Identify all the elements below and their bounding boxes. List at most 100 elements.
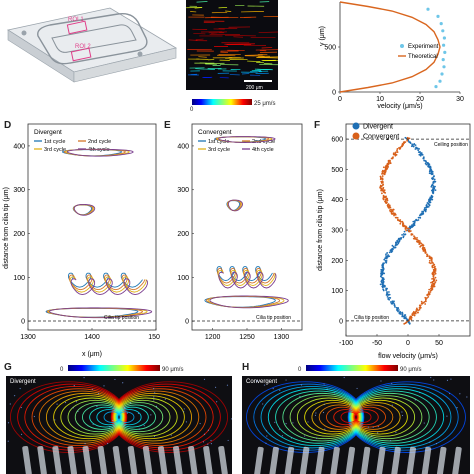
flow-g-streamline bbox=[111, 383, 221, 451]
f-divergent-point bbox=[393, 303, 396, 305]
f-convergent-point bbox=[431, 278, 433, 280]
flow-h-particle bbox=[380, 380, 382, 382]
flow-g-streamline bbox=[17, 383, 127, 451]
f-divergent-point bbox=[381, 281, 384, 284]
flow-g-cilium bbox=[188, 445, 198, 474]
f-convergent-point bbox=[408, 137, 411, 140]
streak-line bbox=[198, 56, 207, 58]
flow-h-particle bbox=[446, 415, 448, 417]
f-divergent-point bbox=[432, 191, 435, 194]
flow-g-particle bbox=[73, 385, 75, 387]
flow-h-particle bbox=[448, 392, 451, 395]
flow-g-streamline bbox=[113, 392, 193, 442]
flow-h-particle bbox=[265, 442, 267, 444]
h-colorbar-min: 0 bbox=[298, 367, 302, 373]
f-convergent-point bbox=[405, 229, 408, 232]
f-divergent-point bbox=[430, 185, 433, 188]
f-divergent-point bbox=[401, 233, 403, 236]
streak-line bbox=[195, 38, 204, 40]
f-divergent-point bbox=[385, 260, 388, 262]
flow-g-particle bbox=[226, 384, 229, 386]
f-divergent-point bbox=[383, 258, 386, 261]
f-divergent-point bbox=[430, 194, 433, 197]
f-divergent-point bbox=[431, 189, 434, 192]
streak-line bbox=[195, 68, 205, 70]
panel-f-flow-velocity: F -100 -50 0 50 0 100 200 300 400 500 600 Ceiling … bbox=[310, 118, 474, 362]
h-colorbar bbox=[306, 365, 398, 371]
f-divergent-point bbox=[403, 230, 406, 233]
f-convergent-point bbox=[379, 175, 382, 178]
flow-h-particle bbox=[391, 382, 393, 385]
flow-g-particle bbox=[202, 441, 205, 443]
c-experiment-point bbox=[441, 58, 445, 62]
flow-g-particle bbox=[129, 402, 132, 404]
f-divergent-point bbox=[396, 241, 399, 243]
f-convergent-point bbox=[410, 315, 413, 318]
streak-line bbox=[254, 68, 272, 71]
f-xtick-label: 50 bbox=[435, 340, 443, 347]
e-cilia-tip-label: Cilia tip position bbox=[256, 315, 291, 321]
h-colorbar-svg: 0 90 μm/s bbox=[298, 365, 421, 373]
flow-h-particle bbox=[401, 411, 403, 413]
f-convergent-point bbox=[424, 300, 427, 303]
f-convergent-point bbox=[385, 199, 387, 201]
flow-h-streamline bbox=[349, 388, 445, 447]
f-convergent-point bbox=[396, 147, 399, 150]
f-convergent-point bbox=[433, 266, 436, 269]
f-convergent-point bbox=[381, 175, 384, 177]
flow-h-streamline bbox=[349, 390, 437, 444]
c-legend-experiment-swatch bbox=[400, 44, 404, 48]
flow-g-particle bbox=[112, 419, 114, 422]
flow-g-particle bbox=[138, 428, 140, 430]
f-convergent-point bbox=[435, 279, 438, 282]
c-xtick-label: 30 bbox=[456, 96, 464, 103]
f-divergent-point bbox=[430, 170, 433, 173]
f-legend-convergent: Convergent bbox=[363, 134, 399, 141]
f-divergent-point bbox=[412, 220, 415, 223]
f-convergent-point bbox=[389, 206, 392, 209]
f-divergent-point bbox=[394, 246, 397, 249]
flow-h-streamline bbox=[350, 395, 423, 440]
flow-g-particle bbox=[103, 385, 105, 387]
panel-d-divergent-trajectories: D Divergent 1st cycle 2nd cycle 3rd cycle 4… bbox=[0, 118, 164, 362]
flow-h-particle bbox=[459, 393, 461, 395]
f-divergent-point bbox=[420, 213, 423, 216]
flow-g-streamline bbox=[45, 392, 125, 442]
f-divergent-point bbox=[386, 255, 389, 258]
f-convergent-point bbox=[426, 294, 428, 296]
c-experiment-point bbox=[439, 22, 443, 26]
f-divergent-point bbox=[411, 144, 414, 147]
flow-h-cilium bbox=[360, 446, 371, 474]
c-ytick-label: 0 bbox=[332, 90, 336, 97]
flow-g-streamline bbox=[110, 381, 229, 453]
flow-h-particle bbox=[367, 426, 369, 428]
scale-label: 200 μm bbox=[246, 85, 263, 91]
f-convergent-point bbox=[434, 276, 437, 279]
f-convergent-point bbox=[380, 180, 383, 183]
d-ytick-label: 100 bbox=[13, 275, 25, 282]
f-divergent-point bbox=[417, 219, 420, 221]
f-divergent-point bbox=[390, 249, 392, 251]
flow-g-cilium bbox=[97, 445, 108, 474]
f-convergent-point bbox=[402, 224, 404, 227]
flow-g-streamline bbox=[103, 411, 121, 423]
f-divergent-point bbox=[394, 241, 397, 244]
streak-line bbox=[188, 39, 198, 41]
f-divergent-point bbox=[380, 274, 383, 277]
f-convergent-point bbox=[393, 212, 395, 215]
flow-h-particle bbox=[343, 376, 345, 379]
e-trajectory bbox=[209, 295, 289, 309]
f-divergent-point bbox=[424, 209, 427, 212]
flow-g-particle bbox=[120, 410, 123, 412]
flow-h-particle bbox=[272, 388, 274, 390]
g-colorbar-max: 90 μm/s bbox=[162, 367, 183, 373]
flow-g-particle bbox=[97, 393, 100, 395]
d-legend-label: 2nd cycle bbox=[88, 139, 111, 145]
g-colorbar bbox=[68, 365, 160, 371]
flow-h-particle bbox=[256, 380, 258, 382]
g-colorbar-min: 0 bbox=[60, 367, 64, 373]
e-ytick-label: 400 bbox=[177, 143, 189, 150]
f-convergent-point bbox=[428, 261, 431, 264]
f-divergent-point bbox=[414, 148, 417, 150]
f-ytick-label: 500 bbox=[331, 167, 343, 174]
